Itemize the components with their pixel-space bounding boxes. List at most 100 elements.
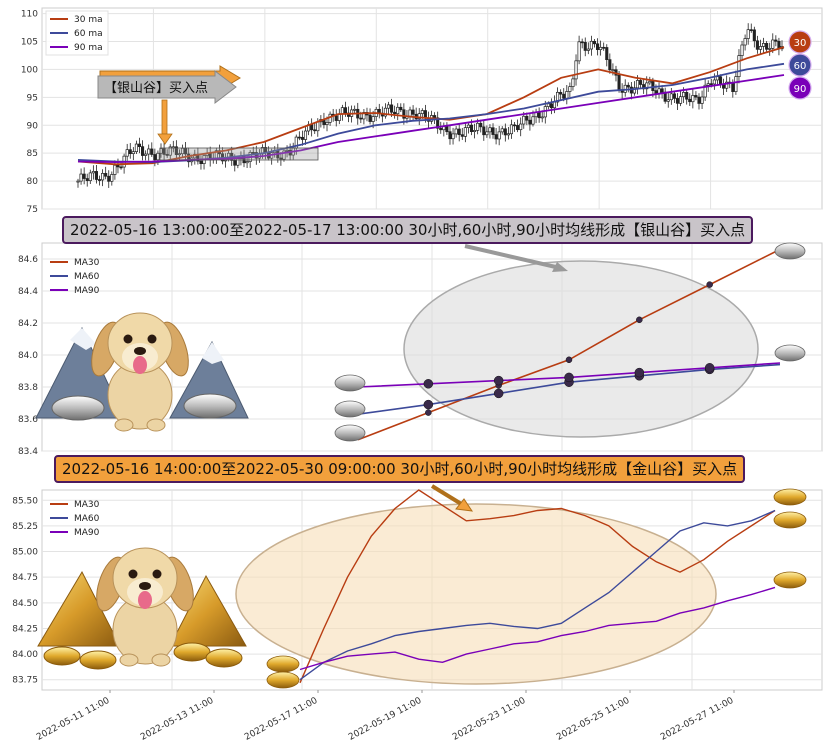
candle-body: [740, 44, 744, 56]
dog-eye: [128, 569, 138, 579]
candle-body: [116, 164, 120, 168]
candle-body: [303, 130, 308, 140]
ma-badge-label: 60: [794, 61, 807, 72]
candle-body: [503, 128, 507, 136]
ma-badge-90: [788, 76, 812, 100]
mountain-snow: [70, 328, 96, 350]
candle-body: [691, 95, 695, 103]
candle-body: [602, 46, 606, 49]
dog-nose: [134, 347, 146, 355]
candle-body: [485, 131, 489, 136]
y-tick-label: 80: [27, 177, 39, 187]
candle-body: [749, 29, 753, 32]
candle-body: [417, 113, 421, 120]
candle-body: [187, 153, 191, 163]
candle-body: [592, 40, 597, 45]
gold-ingot-icon: [266, 671, 300, 689]
candle-body: [743, 38, 747, 46]
candle-body: [768, 48, 772, 50]
candle-body: [540, 116, 544, 119]
gold-ingot-icon: [173, 642, 211, 662]
x-tick-label: 2022-05-27 11:00: [659, 696, 736, 743]
callout-pointer: [161, 99, 168, 135]
dog-eye: [123, 334, 133, 344]
gold-ingot-icon: [43, 646, 81, 666]
candle-body: [571, 78, 575, 87]
y-tick-label: 83.75: [12, 676, 38, 686]
candle-body: [580, 41, 584, 44]
candle-body: [599, 46, 603, 50]
candle-body: [626, 84, 630, 88]
dog-mascot-icon: [91, 312, 189, 432]
candle-body: [679, 96, 683, 104]
legend-label: MA90: [74, 528, 100, 538]
series-marker: [634, 367, 645, 378]
candle-body: [97, 179, 102, 181]
candle-body: [746, 29, 750, 39]
candle-body: [436, 117, 440, 129]
legend-label: MA30: [74, 500, 100, 510]
candle-body: [199, 160, 203, 165]
candle-body: [168, 146, 172, 156]
candle-body: [150, 148, 154, 155]
ma-badge-60: [788, 53, 812, 77]
candle-body: [110, 174, 114, 182]
candle-body: [463, 127, 467, 137]
candle-body: [537, 111, 541, 119]
highlight-ellipse: [235, 503, 717, 685]
candle-body: [734, 76, 738, 92]
candle-body: [119, 166, 123, 169]
dog-paw: [146, 418, 166, 432]
candle-body: [688, 98, 692, 103]
candle-body: [399, 106, 403, 111]
candle-body: [454, 128, 458, 135]
candle-body: [506, 133, 510, 136]
candle-body: [337, 113, 341, 121]
pointer-arrow-head: [455, 498, 474, 512]
series-marker: [423, 379, 434, 389]
candle-body: [457, 128, 461, 136]
legend-label: 30 ma: [74, 15, 103, 25]
dog-nose: [139, 582, 151, 590]
y-tick-label: 105: [21, 38, 38, 48]
silver-ingot-icon: [774, 242, 806, 260]
dog-paw: [119, 653, 139, 667]
y-tick-label: 84.75: [12, 573, 38, 583]
candle-body: [669, 93, 673, 101]
silver-ingot-icon: [334, 374, 366, 392]
candle-body: [128, 149, 132, 155]
candle-body: [672, 93, 676, 99]
candle-body: [762, 43, 766, 47]
candle-body: [546, 103, 550, 107]
candle-body: [488, 127, 492, 133]
candle-body: [703, 84, 707, 98]
y-tick-label: 84.50: [12, 599, 38, 609]
candle-body: [156, 152, 160, 161]
candle-body: [113, 164, 117, 175]
candle-body: [528, 119, 532, 125]
candle-body: [645, 82, 649, 90]
candle-body: [91, 171, 95, 174]
legend-label: MA30: [74, 258, 100, 268]
candle-body: [448, 131, 452, 140]
candle-body: [334, 115, 338, 121]
y-tick-label: 100: [21, 65, 38, 75]
candle-body: [245, 161, 249, 164]
candle-body: [144, 153, 148, 156]
candle-body: [300, 136, 304, 140]
candle-body: [297, 136, 301, 139]
mountain-snow: [202, 342, 224, 364]
candle-body: [368, 114, 372, 122]
series-marker: [706, 281, 713, 288]
y-tick-label: 84.00: [12, 650, 38, 660]
candle-body: [562, 93, 566, 99]
candle-body: [316, 121, 320, 132]
candle-body: [411, 109, 415, 115]
candle-body: [568, 86, 572, 92]
candle-body: [313, 129, 317, 132]
candle-body: [282, 150, 286, 160]
pointer-arrow: [430, 484, 465, 507]
candle-body: [94, 171, 98, 180]
candle-body: [595, 43, 600, 50]
candle-body: [725, 81, 729, 89]
